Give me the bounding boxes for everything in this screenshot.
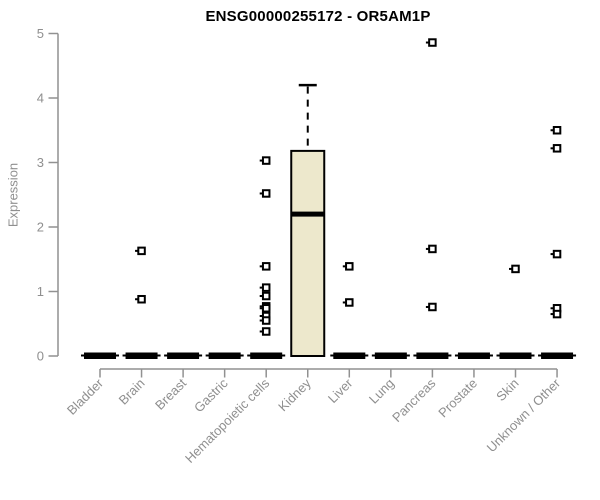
outlier-stub	[550, 313, 555, 316]
x-category-label: Skin	[493, 376, 521, 404]
x-category-label: Breast	[152, 375, 189, 412]
zero-box-bar	[457, 352, 490, 359]
x-category-label: Prostate	[435, 376, 480, 421]
outlier-stub	[425, 41, 430, 44]
outlier-point	[428, 244, 437, 254]
outlier-point	[552, 144, 562, 153]
outlier-stub	[259, 159, 264, 162]
outlier-point	[428, 302, 437, 312]
outlier-stub	[259, 305, 264, 308]
outlier-point	[511, 264, 520, 274]
outlier-point	[261, 156, 271, 165]
outlier-stub	[550, 307, 555, 310]
y-tick-label: 5	[37, 26, 44, 41]
outlier-stub	[550, 147, 555, 150]
outlier-stub	[550, 253, 555, 256]
outlier-stub	[342, 301, 347, 304]
outlier-stub	[135, 298, 139, 301]
zero-box-bar	[499, 352, 532, 359]
outlier-point	[261, 327, 271, 336]
outlier-point	[552, 309, 562, 319]
outlier-point	[261, 291, 271, 301]
outlier-point	[137, 246, 146, 256]
outlier-stub	[259, 192, 264, 195]
outlier-stub	[425, 305, 430, 308]
zero-box-bar	[374, 352, 407, 359]
outlier-stub	[342, 265, 347, 268]
outlier-stub	[425, 247, 430, 250]
outlier-stub	[135, 249, 139, 252]
outlier-point	[261, 304, 271, 313]
x-category-label: Kidney	[275, 375, 314, 414]
outlier-stub	[259, 265, 264, 268]
outlier-point	[261, 283, 271, 292]
outlier-stub	[259, 286, 264, 289]
x-category-label: Bladder	[64, 375, 107, 418]
x-category-label: Pancreas	[389, 375, 439, 425]
median-line	[291, 211, 325, 217]
y-tick-label: 3	[37, 155, 44, 170]
zero-box-bar	[84, 352, 116, 359]
box-rect	[290, 149, 326, 357]
outlier-point	[261, 316, 271, 325]
zero-box-bar	[333, 352, 366, 359]
outlier-stub	[259, 295, 264, 298]
zero-box-bar	[541, 352, 574, 359]
y-tick-label: 4	[37, 91, 44, 106]
outlier-stub	[509, 267, 513, 270]
outlier-stub	[259, 330, 264, 333]
outlier-point	[137, 294, 146, 304]
outlier-stub	[259, 315, 264, 318]
zero-box-bar	[208, 352, 241, 359]
outlier-point	[552, 126, 562, 135]
outlier-stub	[259, 319, 264, 322]
y-tick-label: 0	[37, 349, 44, 364]
y-tick-label: 1	[37, 284, 44, 299]
zero-box-bar	[250, 352, 283, 359]
x-category-label: Unknown / Other	[484, 375, 564, 455]
outlier-point	[261, 189, 271, 198]
outlier-point	[261, 262, 271, 271]
x-category-label: Liver	[325, 375, 356, 406]
outlier-point	[428, 38, 437, 47]
outlier-stub	[550, 129, 555, 132]
outlier-point	[552, 249, 562, 259]
x-category-label: Brain	[116, 376, 148, 408]
x-category-label: Lung	[366, 376, 397, 407]
outlier-point	[345, 262, 354, 271]
zero-box-bar	[416, 352, 449, 359]
y-tick-label: 2	[37, 220, 44, 235]
zero-box-bar	[125, 352, 158, 359]
chart-title: ENSG00000255172 - OR5AM1P	[205, 8, 431, 25]
outlier-point	[345, 298, 354, 307]
outlier-stub	[259, 307, 264, 310]
x-category-label: Gastric	[191, 375, 231, 415]
zero-box-bar	[167, 352, 200, 359]
